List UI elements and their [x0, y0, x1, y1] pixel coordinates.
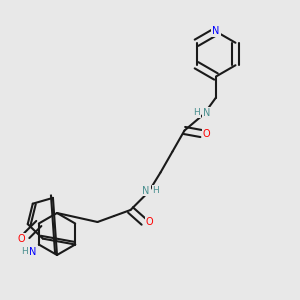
- Text: N: N: [203, 107, 210, 118]
- Text: H: H: [153, 186, 159, 195]
- Text: N: N: [212, 26, 220, 37]
- Text: N: N: [29, 247, 37, 257]
- Text: O: O: [146, 217, 153, 227]
- Text: H: H: [21, 248, 28, 256]
- Text: O: O: [18, 233, 25, 244]
- Text: N: N: [142, 185, 150, 196]
- Text: O: O: [202, 128, 210, 139]
- Text: H: H: [193, 108, 200, 117]
